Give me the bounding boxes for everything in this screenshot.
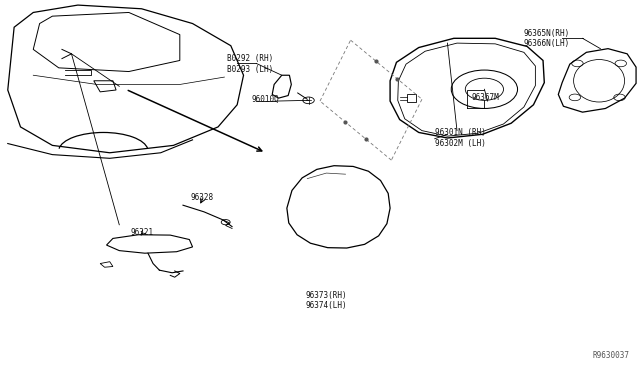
Text: 96321: 96321	[130, 228, 153, 237]
Text: 96328: 96328	[191, 193, 214, 202]
Text: 96365N(RH)
96366N(LH): 96365N(RH) 96366N(LH)	[523, 29, 570, 48]
Text: R9630037: R9630037	[592, 350, 629, 359]
Text: 96301N (RH)
96302M (LH): 96301N (RH) 96302M (LH)	[435, 128, 486, 148]
Text: 96010Q: 96010Q	[252, 95, 280, 104]
Text: 96373(RH)
96374(LH): 96373(RH) 96374(LH)	[305, 291, 347, 310]
Text: B0292 (RH)
B0293 (LH): B0292 (RH) B0293 (LH)	[227, 54, 273, 74]
Text: 96367M: 96367M	[472, 93, 500, 102]
